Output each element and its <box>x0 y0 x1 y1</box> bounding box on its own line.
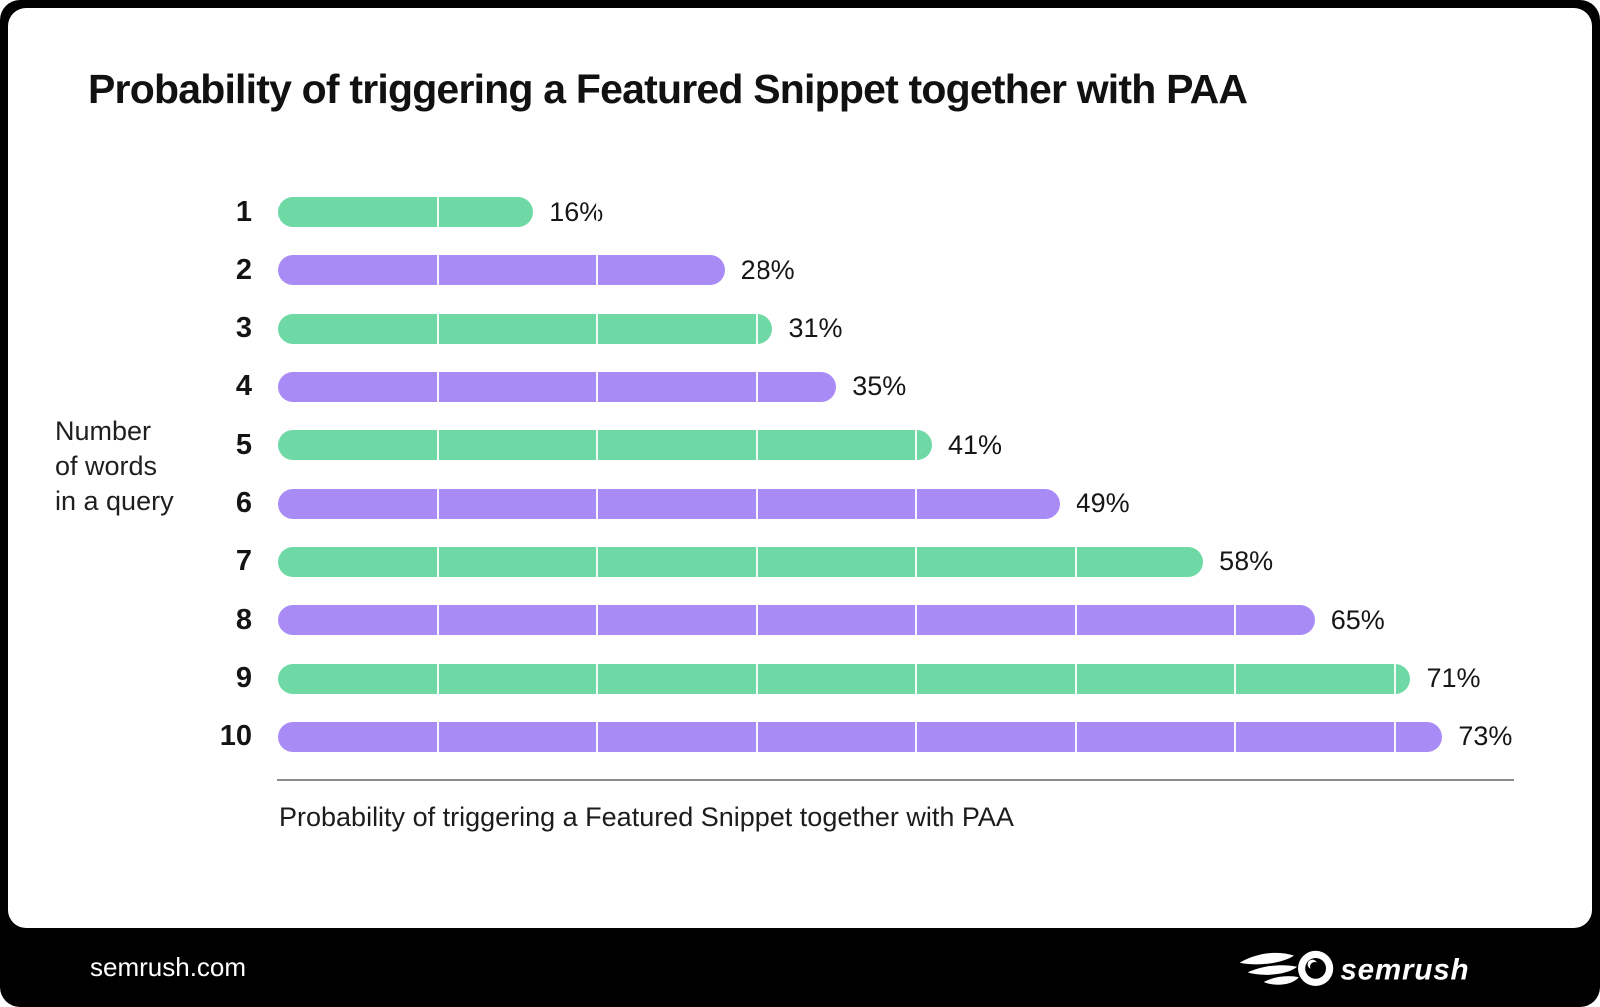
category-label: 10 <box>219 720 252 753</box>
x-axis-label: Probability of triggering a Featured Sni… <box>279 802 1014 832</box>
bar-row: 5 41% <box>88 429 1002 461</box>
category-label: 9 <box>235 662 252 695</box>
semrush-logo: semrush <box>1238 942 1478 994</box>
category-label: 4 <box>235 370 252 403</box>
category-label: 5 <box>235 428 252 461</box>
bar-row: 7 58% <box>88 545 1274 578</box>
bar <box>278 371 837 402</box>
bar <box>278 663 1411 694</box>
x-axis-line <box>277 779 1514 781</box>
value-label: 58% <box>1219 546 1274 577</box>
bar-row: 3 31% <box>88 312 843 345</box>
bar-row: 9 71% <box>88 662 1481 695</box>
bar-row: 6 49% <box>88 487 1130 520</box>
bar <box>278 255 725 286</box>
y-axis-label: Number of words in a query <box>55 414 174 519</box>
bar-row: 8 65% <box>88 604 1385 636</box>
value-label: 41% <box>947 429 1002 460</box>
bar <box>278 605 1315 636</box>
value-label: 16% <box>549 196 604 227</box>
bar-row: 1 16% <box>88 196 603 228</box>
value-label: 71% <box>1426 663 1481 694</box>
y-axis-label-line: in a query <box>55 486 174 516</box>
semrush-wordmark: semrush <box>1340 953 1469 986</box>
value-label: 31% <box>788 313 843 344</box>
bar <box>278 721 1443 752</box>
category-label: 6 <box>235 487 252 520</box>
value-label: 28% <box>740 254 795 285</box>
bar <box>278 546 1204 577</box>
bar-chart: 1 16% 2 28% 3 31% 4 35% 5 41% 6 49% 7 58% 8 65% 9 71% 10 73… <box>8 8 1592 928</box>
category-label: 8 <box>235 603 252 636</box>
chart-card: Probability of triggering a Featured Sni… <box>8 8 1592 928</box>
value-label: 65% <box>1330 604 1385 635</box>
y-axis-label-line: Number <box>55 416 152 446</box>
bar <box>278 313 773 344</box>
value-label: 35% <box>852 371 907 402</box>
bar <box>278 488 1060 519</box>
value-label: 73% <box>1458 721 1513 752</box>
semrush-flame-icon: semrush <box>1239 950 1469 986</box>
value-label: 49% <box>1075 488 1130 519</box>
footer-site-url: semrush.com <box>90 952 247 982</box>
y-axis-label-line: of words <box>55 451 158 481</box>
bar-row: 4 35% <box>88 370 907 403</box>
bar-row: 2 28% <box>88 254 795 286</box>
category-label: 7 <box>235 545 252 578</box>
bar <box>278 430 932 461</box>
footer-bar: semrush.com semrush <box>0 928 1600 1007</box>
category-label: 1 <box>235 195 252 228</box>
category-label: 2 <box>235 253 252 286</box>
category-label: 3 <box>235 312 252 345</box>
bar <box>278 197 534 227</box>
bar-row: 10 73% <box>88 720 1513 753</box>
chart-title: Probability of triggering a Featured Sni… <box>88 66 1248 112</box>
